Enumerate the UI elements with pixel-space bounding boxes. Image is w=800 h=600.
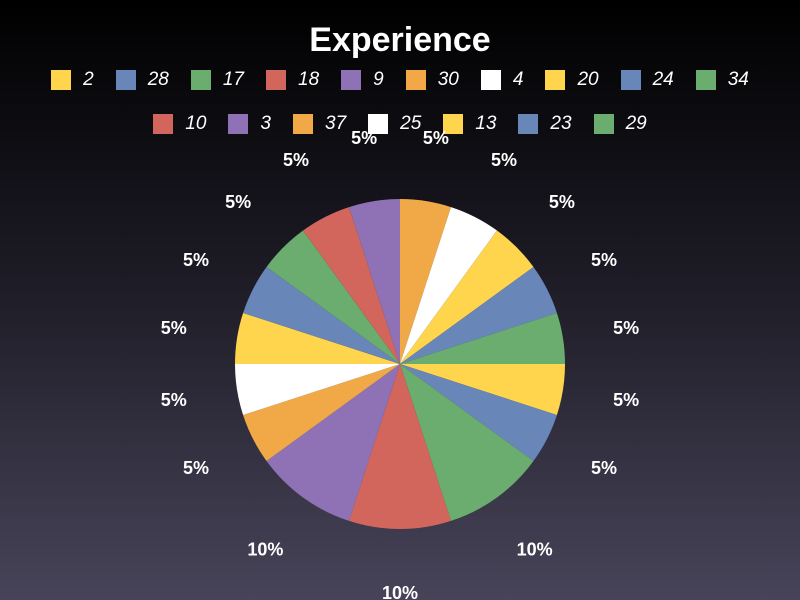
legend-label: 23 — [550, 113, 572, 134]
pie-slice — [400, 364, 534, 521]
legend-label: 34 — [727, 69, 749, 90]
legend-item: 18 — [266, 68, 319, 92]
legend-swatch — [368, 114, 389, 134]
pie-slice-label: 5% — [491, 150, 517, 170]
pie-slice — [400, 207, 497, 364]
legend-swatch — [228, 114, 249, 134]
pie-slice-label: 10% — [517, 539, 553, 559]
legend-label: 2 — [83, 69, 94, 90]
pie-slice-label: 5% — [613, 390, 639, 410]
legend-label: 25 — [400, 113, 422, 134]
legend-item: 28 — [115, 68, 169, 92]
legend-swatch — [405, 70, 426, 90]
pie-slice-label: 5% — [423, 128, 449, 148]
legend-item: 4 — [480, 68, 524, 92]
pie-slice-label: 5% — [549, 192, 575, 212]
legend-label: 4 — [512, 69, 524, 90]
legend-swatch — [115, 70, 136, 90]
legend-item: 17 — [190, 68, 244, 92]
legend-label: 28 — [147, 69, 169, 90]
legend-swatch — [51, 70, 72, 90]
pie-slice — [400, 364, 565, 415]
pie-slice — [266, 364, 400, 521]
pie-slice — [400, 230, 534, 364]
legend-label: 37 — [325, 113, 347, 134]
legend-swatch — [153, 114, 174, 134]
legend-label: 30 — [437, 69, 459, 90]
pie-slice — [266, 230, 400, 364]
legend-label: 20 — [577, 69, 599, 90]
legend-item: 24 — [620, 68, 674, 92]
legend-label: 17 — [222, 69, 244, 90]
pie-slice — [400, 313, 565, 364]
legend-swatch — [518, 114, 539, 134]
pie-slice — [349, 199, 400, 364]
pie-slice-label: 5% — [351, 128, 377, 148]
legend-item: 10 — [153, 112, 206, 136]
legend-label: 29 — [625, 113, 647, 134]
legend-item: 2 — [51, 68, 94, 92]
legend-swatch — [695, 70, 716, 90]
legend-row: 2 28 17 18 9 30 4 20 24 34 — [0, 68, 800, 92]
pie-slice — [400, 199, 451, 364]
pie-slice-label: 5% — [591, 458, 617, 478]
legend-swatch — [620, 70, 641, 90]
pie-slice-label: 5% — [161, 318, 187, 338]
legend-label: 18 — [298, 69, 320, 90]
legend-item: 30 — [405, 68, 459, 92]
legend-swatch — [593, 114, 614, 134]
pie-slice — [243, 267, 400, 364]
pie-slice-label: 5% — [161, 390, 187, 410]
pie-slice — [235, 313, 400, 364]
pie-slice — [303, 207, 400, 364]
pie-slice-labels: 5% 5% 5% 5% 5% 5% 5% 10% 10% 10% 5% 5% 5% 5% 5% 5% 5% — [161, 128, 639, 600]
legend-swatch — [293, 114, 313, 134]
legend-label: 13 — [475, 113, 497, 134]
pie-slice — [349, 364, 451, 529]
pie-slice — [400, 364, 557, 461]
legend-label: 9 — [373, 69, 384, 90]
legend-swatch — [341, 70, 362, 90]
legend-item: 3 — [228, 112, 271, 136]
legend-label: 24 — [652, 69, 674, 90]
pie-slice — [243, 364, 400, 461]
legend-item: 25 — [368, 112, 421, 136]
pie-slice-label: 5% — [283, 150, 309, 170]
legend-swatch — [190, 70, 211, 90]
legend-item: 37 — [293, 112, 346, 136]
legend-swatch — [443, 114, 464, 134]
pie-slice-label: 5% — [183, 250, 209, 270]
pie-slice — [400, 267, 557, 364]
legend-item: 9 — [341, 68, 384, 92]
chart-title: Experience — [309, 21, 491, 59]
pie-slices — [235, 199, 565, 529]
legend-item: 23 — [518, 112, 572, 136]
pie-slice-label: 10% — [382, 583, 418, 600]
pie-slice-label: 5% — [613, 318, 639, 338]
legend-swatch — [266, 70, 286, 90]
pie-slice-label: 5% — [183, 458, 209, 478]
legend-item: 34 — [695, 68, 749, 92]
legend-row: 10 3 37 25 13 23 29 — [0, 112, 800, 136]
legend-item: 13 — [443, 112, 496, 136]
legend-label: 10 — [185, 113, 207, 134]
legend-swatch — [545, 70, 566, 90]
legend-item: 29 — [593, 112, 647, 136]
pie-slice-label: 5% — [591, 250, 617, 270]
legend-label: 3 — [260, 113, 271, 134]
legend-item: 20 — [545, 68, 599, 92]
legend-swatch — [480, 70, 501, 90]
pie-slice-label: 5% — [225, 192, 251, 212]
pie-slice-label: 10% — [247, 539, 283, 559]
pie-slice — [235, 364, 400, 415]
